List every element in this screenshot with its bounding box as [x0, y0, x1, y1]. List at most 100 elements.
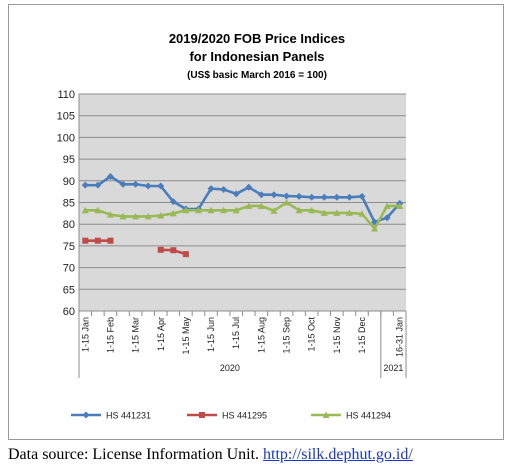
legend-label: HS 441295 — [222, 411, 267, 421]
series-hs-441295 — [82, 237, 189, 258]
data-point — [170, 247, 177, 254]
x-tick-label: 1-15 Oct — [307, 317, 317, 352]
y-tick-label: 70 — [63, 263, 75, 275]
data-point — [207, 206, 215, 214]
data-point — [81, 206, 89, 214]
data-point — [358, 210, 366, 217]
gridlines — [79, 93, 406, 312]
data-point — [232, 206, 240, 214]
data-point — [383, 202, 391, 209]
data-point — [257, 202, 265, 209]
series-line — [85, 201, 400, 230]
y-tick-label: 105 — [57, 111, 75, 123]
y-tick-label: 110 — [57, 89, 75, 101]
data-point — [333, 193, 341, 201]
legend-item: HS 441231 — [71, 411, 151, 421]
data-point — [220, 206, 228, 214]
data-point — [119, 180, 127, 188]
data-point — [320, 193, 328, 201]
data-point — [106, 172, 114, 180]
data-point — [132, 212, 140, 220]
data-point — [182, 251, 189, 258]
data-point — [232, 190, 240, 198]
x-tick-label: 1-15 Nov — [332, 317, 342, 354]
x-tick-label: 1-15 Mar — [131, 317, 141, 353]
series-layer — [81, 172, 404, 258]
data-point — [182, 206, 190, 214]
data-point — [94, 237, 101, 244]
data-point — [308, 206, 316, 214]
data-point — [194, 206, 202, 214]
data-point — [257, 191, 265, 199]
x-tick-label: 1-15 Sep — [282, 317, 292, 354]
source-link[interactable]: http://silk.dephut.go.id/ — [263, 446, 413, 463]
data-point — [295, 206, 303, 214]
data-point — [106, 211, 114, 218]
data-point — [81, 181, 89, 189]
data-point — [283, 192, 291, 200]
data-point — [169, 198, 177, 206]
data-point — [320, 209, 328, 216]
legend-item: HS 441294 — [311, 411, 391, 421]
x-tick-label: 1-15 Dec — [357, 317, 367, 354]
y-tick-label: 75 — [63, 241, 75, 253]
legend-label: HS 441294 — [346, 411, 391, 421]
year-group-label: 2021 — [383, 363, 403, 373]
series-hs-441231 — [81, 172, 404, 226]
x-tick-label: 16-31 Jan — [395, 317, 405, 357]
x-axis: 1-15 Jan 1-15 Feb 1-15 Mar 1-15 Apr 1-15 May… — [78, 310, 407, 378]
data-point — [270, 207, 278, 214]
data-point — [283, 199, 291, 206]
y-tick-label: 80 — [63, 219, 75, 231]
data-point — [157, 246, 164, 253]
x-tick-label: 1-15 Aug — [256, 317, 266, 353]
data-point — [333, 209, 341, 216]
data-point — [132, 180, 140, 188]
legend-item: HS 441295 — [187, 411, 267, 421]
x-tick-label: 1-15 Jul — [231, 317, 241, 349]
data-point — [107, 237, 114, 244]
legend-label: HS 441231 — [106, 411, 151, 421]
data-source-caption: Data source: License Information Unit. h… — [8, 446, 512, 472]
data-point — [358, 192, 366, 200]
chart-frame: 2019/2020 FOB Price Indices for Indonesi… — [8, 4, 504, 440]
data-point — [383, 214, 391, 222]
series-hs-441294 — [81, 199, 404, 232]
caption-text: Data source: License Information Unit. — [8, 446, 260, 463]
legend: HS 441231 HS 441295 HS 441294 — [71, 411, 391, 421]
data-point — [245, 202, 253, 209]
y-axis-ticks: 60 65 70 75 80 85 90 95 100 105 110 — [57, 89, 80, 318]
x-tick-label: 1-15 Apr — [156, 317, 166, 351]
data-point — [82, 411, 90, 419]
chart-subtitle: (US$ basic March 2016 = 100) — [187, 70, 327, 81]
y-tick-label: 85 — [63, 198, 75, 210]
data-point — [345, 209, 353, 216]
chart-title: 2019/2020 FOB Price Indices — [169, 31, 345, 46]
data-point — [207, 185, 215, 193]
data-point — [94, 181, 102, 189]
y-tick-label: 100 — [57, 132, 75, 144]
data-point — [169, 209, 177, 217]
x-tick-label: 1-15 Jun — [206, 317, 216, 352]
data-point — [144, 182, 152, 190]
x-tick-label: 1-15 Feb — [105, 317, 115, 353]
y-tick-label: 95 — [63, 154, 75, 166]
data-point — [94, 206, 102, 214]
line-chart: 2019/2020 FOB Price Indices for Indonesi… — [57, 31, 407, 421]
data-point — [119, 212, 127, 220]
data-point — [245, 183, 253, 191]
data-point — [322, 411, 330, 418]
y-tick-label: 60 — [63, 306, 75, 318]
data-point — [345, 193, 353, 201]
data-point — [295, 192, 303, 200]
x-tick-label: 1-15 May — [181, 317, 191, 355]
y-tick-label: 90 — [63, 176, 75, 188]
x-tick-label: 1-15 Jan — [80, 317, 90, 352]
data-point — [396, 202, 404, 209]
chart-title-line2: for Indonesian Panels — [189, 49, 324, 64]
data-point — [144, 212, 152, 220]
year-group-label: 2020 — [220, 363, 240, 373]
data-point — [371, 225, 379, 232]
data-point — [308, 193, 316, 201]
data-point — [199, 412, 205, 418]
